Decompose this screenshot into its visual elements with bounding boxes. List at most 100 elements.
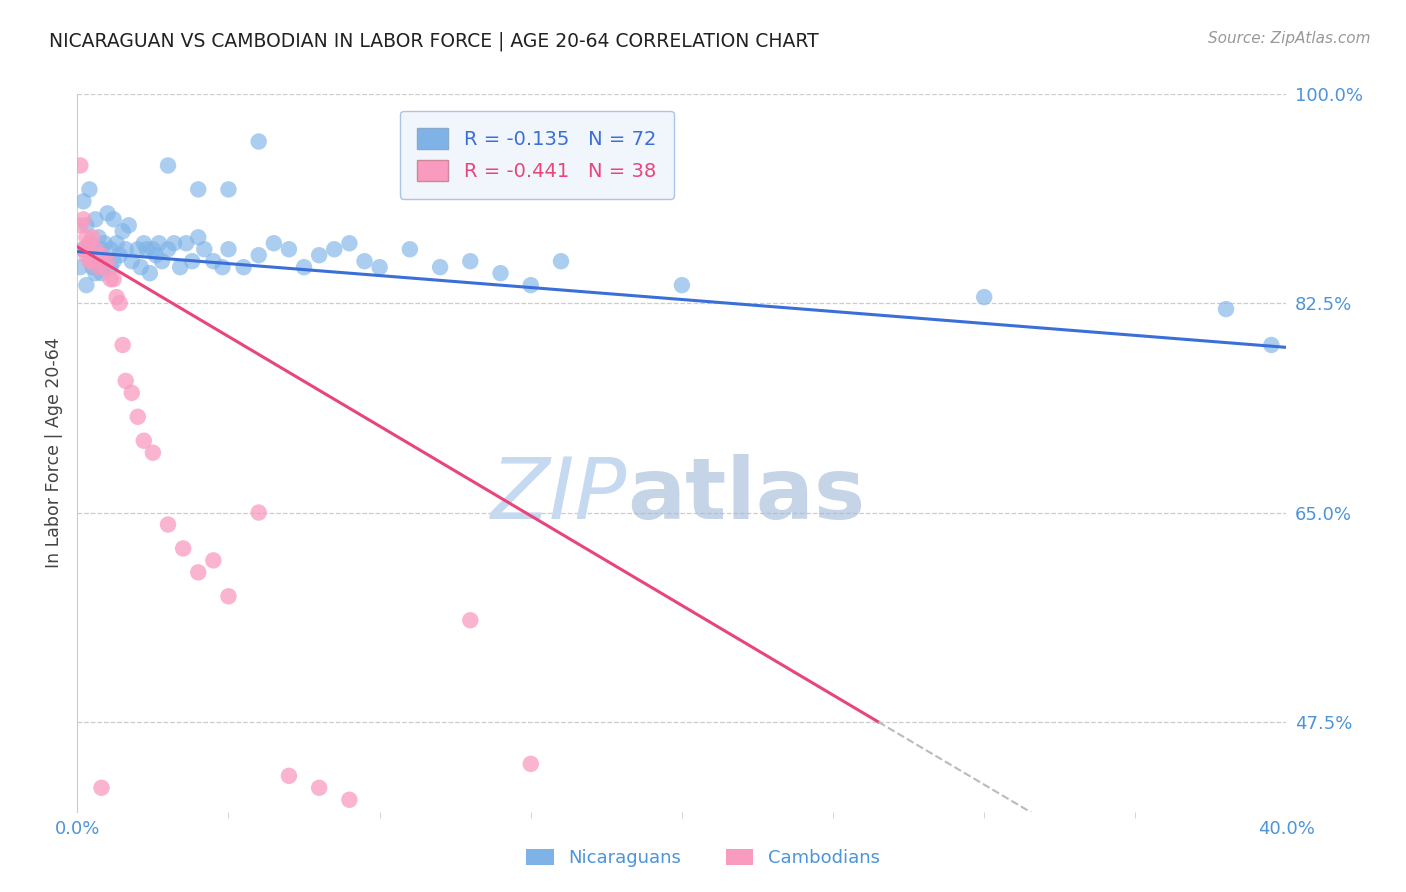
Point [148, 236, 170, 251]
Point [127, 409, 149, 424]
Point [353, 254, 375, 268]
Point [90, 242, 112, 256]
Point [96, 206, 118, 220]
Point [1260, 338, 1282, 352]
Point [187, 230, 209, 244]
Point [218, 590, 240, 604]
Point [323, 242, 346, 256]
Point [72, 242, 94, 256]
Point [84, 242, 107, 256]
Point [145, 248, 167, 262]
Point [399, 242, 422, 256]
Point [520, 278, 543, 293]
Point [90, 266, 112, 280]
Point [121, 254, 143, 268]
Point [69, 219, 91, 233]
Point [187, 566, 209, 580]
Point [172, 541, 194, 556]
Point [72, 194, 94, 209]
Point [75, 219, 97, 233]
Point [278, 769, 301, 783]
Point [79, 182, 101, 196]
Point [489, 266, 512, 280]
Y-axis label: In Labor Force | Age 20-64: In Labor Force | Age 20-64 [45, 337, 63, 568]
Point [69, 260, 91, 275]
Point [127, 242, 149, 256]
Point [72, 242, 94, 256]
Point [111, 338, 134, 352]
Point [142, 446, 165, 460]
Point [187, 182, 209, 196]
Point [973, 290, 995, 304]
Point [211, 260, 233, 275]
Point [247, 248, 270, 262]
Point [93, 260, 115, 275]
Point [337, 236, 360, 251]
Point [292, 260, 315, 275]
Point [157, 517, 180, 532]
Legend: Nicaraguans, Cambodians: Nicaraguans, Cambodians [519, 841, 887, 874]
Point [193, 242, 215, 256]
Point [169, 260, 191, 275]
Point [103, 272, 125, 286]
Point [671, 278, 693, 293]
Point [100, 272, 122, 286]
Point [105, 236, 128, 251]
Text: ZIP: ZIP [491, 454, 627, 537]
Text: Source: ZipAtlas.com: Source: ZipAtlas.com [1208, 31, 1371, 46]
Point [157, 158, 180, 172]
Point [247, 135, 270, 149]
Point [181, 254, 204, 268]
Point [96, 254, 118, 268]
Point [458, 613, 481, 627]
Point [100, 242, 122, 256]
Point [75, 248, 97, 262]
Point [82, 254, 104, 268]
Text: NICARAGUAN VS CAMBODIAN IN LABOR FORCE | AGE 20-64 CORRELATION CHART: NICARAGUAN VS CAMBODIAN IN LABOR FORCE |… [49, 31, 818, 51]
Point [100, 260, 122, 275]
Point [82, 230, 104, 244]
Point [84, 266, 107, 280]
Point [103, 254, 125, 268]
Point [263, 236, 285, 251]
Point [75, 278, 97, 293]
Point [202, 553, 225, 567]
Point [90, 248, 112, 262]
Point [308, 780, 330, 795]
Point [129, 260, 152, 275]
Point [139, 266, 162, 280]
Point [218, 182, 240, 196]
Point [142, 242, 165, 256]
Legend: R = -0.135   N = 72, R = -0.441   N = 38: R = -0.135 N = 72, R = -0.441 N = 38 [399, 111, 673, 199]
Point [247, 506, 270, 520]
Point [82, 260, 104, 275]
Point [93, 236, 115, 251]
Point [458, 254, 481, 268]
Point [118, 219, 141, 233]
Point [308, 248, 330, 262]
Point [368, 260, 391, 275]
Point [114, 374, 136, 388]
Text: atlas: atlas [627, 454, 866, 537]
Point [87, 260, 110, 275]
Point [90, 780, 112, 795]
Point [121, 385, 143, 400]
Point [79, 236, 101, 251]
Point [93, 260, 115, 275]
Point [87, 260, 110, 275]
Point [1215, 301, 1237, 317]
Point [150, 254, 173, 268]
Point [87, 230, 110, 244]
Point [72, 212, 94, 227]
Point [108, 296, 131, 310]
Point [218, 242, 240, 256]
Point [103, 212, 125, 227]
Point [111, 224, 134, 238]
Point [135, 242, 157, 256]
Point [232, 260, 254, 275]
Point [132, 434, 155, 448]
Point [69, 158, 91, 172]
Point [202, 254, 225, 268]
Point [337, 793, 360, 807]
Point [79, 236, 101, 251]
